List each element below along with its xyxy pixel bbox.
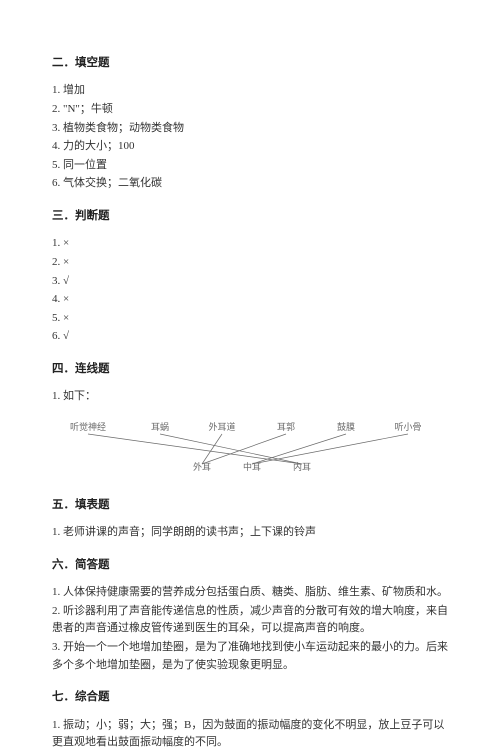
judge-item: 6. √ xyxy=(52,328,448,346)
match-lead-text: 1. 如下： xyxy=(52,388,448,406)
fill-blank-item: 2. "N"；牛顿 xyxy=(52,101,448,119)
short-answer-item: 2. 听诊器利用了声音能传递信息的性质，减少声音的分散可有效的增大响度，来自患者… xyxy=(52,603,448,638)
match-edge xyxy=(160,434,302,464)
fill-blank-item: 4. 力的大小；100 xyxy=(52,138,448,156)
short-answer-list: 1. 人体保持健康需要的营养成分包括蛋白质、糖类、脂肪、维生素、矿物质和水。 2… xyxy=(52,584,448,674)
fill-blank-item: 3. 植物类食物；动物类食物 xyxy=(52,120,448,138)
fill-blank-list: 1. 增加 2. "N"；牛顿 3. 植物类食物；动物类食物 4. 力的大小；1… xyxy=(52,82,448,193)
fill-table-item: 1. 老师讲课的声音；同学朗朗的读书声；上下课的铃声 xyxy=(52,524,448,542)
comprehensive-item: 1. 振动；小；弱；大；强；B，因为鼓面的振动幅度的变化不明显，放上豆子可以更直… xyxy=(52,717,448,752)
judge-item: 1. × xyxy=(52,235,448,253)
match-edge xyxy=(202,434,222,464)
match-bottom-label: 外耳 xyxy=(193,461,211,472)
match-top-label: 听小骨 xyxy=(394,422,421,432)
fill-table-list: 1. 老师讲课的声音；同学朗朗的读书声；上下课的铃声 xyxy=(52,524,448,542)
match-edge xyxy=(202,434,286,464)
comprehensive-list: 1. 振动；小；弱；大；强；B，因为鼓面的振动幅度的变化不明显，放上豆子可以更直… xyxy=(52,717,448,752)
match-diagram: 听觉神经耳蜗外耳道耳郭鼓膜听小骨外耳中耳内耳 xyxy=(52,418,448,478)
match-edge xyxy=(88,434,302,464)
section-title-fill-blank: 二．填空题 xyxy=(52,54,448,72)
match-svg: 听觉神经耳蜗外耳道耳郭鼓膜听小骨外耳中耳内耳 xyxy=(52,418,448,478)
fill-blank-item: 6. 气体交换；二氧化碳 xyxy=(52,175,448,193)
match-top-label: 耳蜗 xyxy=(151,422,169,432)
judge-item: 5. × xyxy=(52,310,448,328)
fill-blank-item: 1. 增加 xyxy=(52,82,448,100)
judge-item: 4. × xyxy=(52,291,448,309)
short-answer-item: 1. 人体保持健康需要的营养成分包括蛋白质、糖类、脂肪、维生素、矿物质和水。 xyxy=(52,584,448,602)
judge-list: 1. × 2. × 3. √ 4. × 5. × 6. √ xyxy=(52,235,448,346)
section-title-match: 四．连线题 xyxy=(52,360,448,378)
fill-blank-item: 5. 同一位置 xyxy=(52,157,448,175)
short-answer-item: 3. 开始一个一个地增加垫圈，是为了准确地找到使小车运动起来的最小的力。后来多个… xyxy=(52,639,448,674)
match-edge xyxy=(252,434,346,464)
match-top-label: 听觉神经 xyxy=(70,421,106,432)
match-top-label: 鼓膜 xyxy=(337,421,355,432)
section-title-comprehensive: 七．综合题 xyxy=(52,688,448,706)
match-lead: 1. 如下： xyxy=(52,388,448,406)
section-title-short-answer: 六．简答题 xyxy=(52,556,448,574)
judge-item: 3. √ xyxy=(52,273,448,291)
match-top-label: 外耳道 xyxy=(208,421,235,432)
match-top-label: 耳郭 xyxy=(277,421,295,432)
match-edge xyxy=(252,434,408,464)
section-title-fill-table: 五．填表题 xyxy=(52,496,448,514)
section-title-judge: 三．判断题 xyxy=(52,207,448,225)
judge-item: 2. × xyxy=(52,254,448,272)
